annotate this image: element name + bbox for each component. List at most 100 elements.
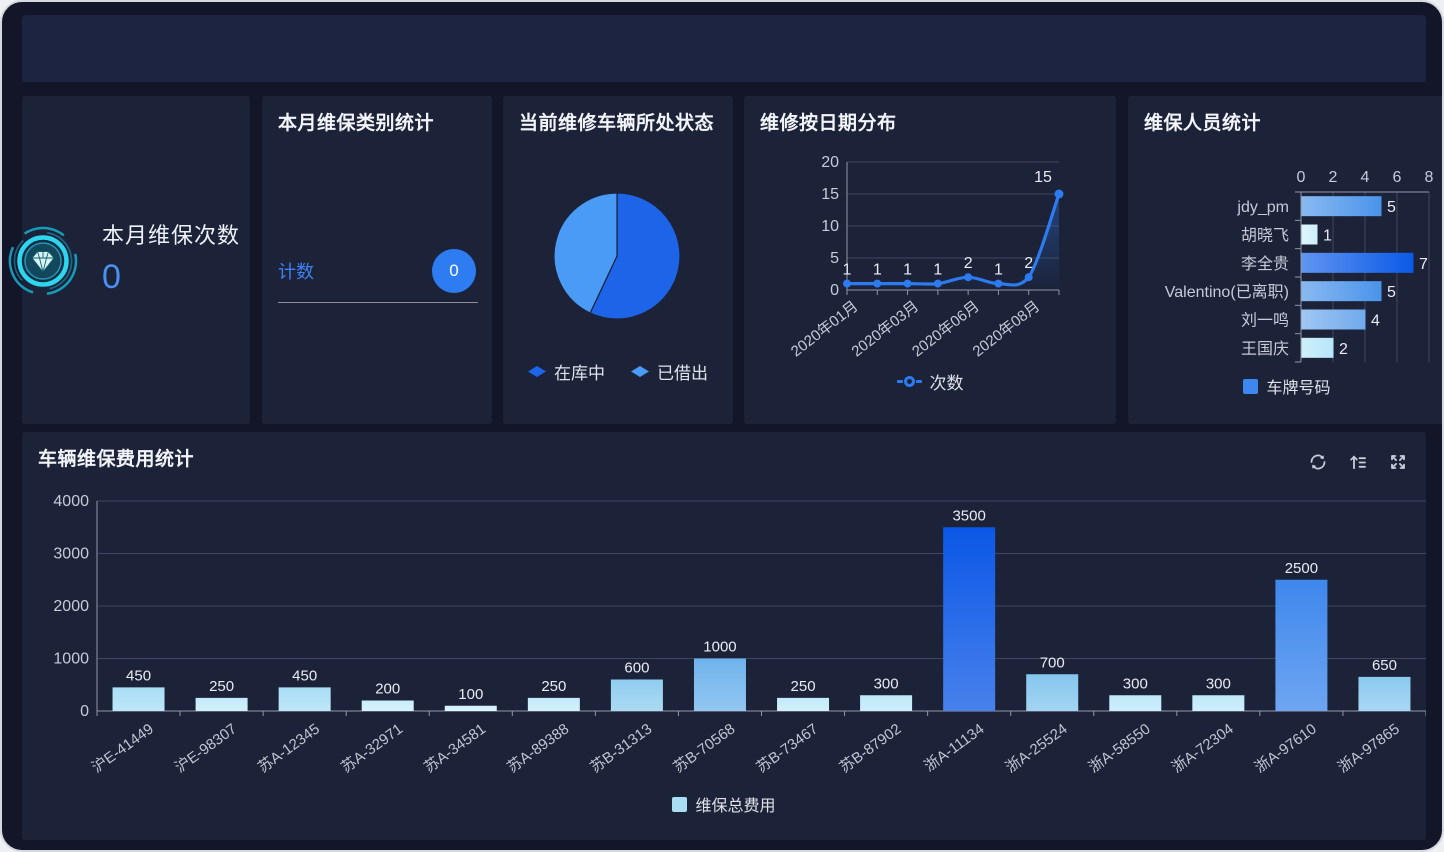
metric-divider xyxy=(278,302,478,303)
panel-monthly-count: 本月维保次数 0 xyxy=(8,96,250,424)
panel-title: 维修按日期分布 xyxy=(760,113,897,134)
svg-text:浙A-58550: 浙A-58550 xyxy=(1086,720,1154,776)
svg-text:苏B-73467: 苏B-73467 xyxy=(753,720,821,776)
bar-苏A-32971[interactable] xyxy=(361,700,414,712)
svg-text:0: 0 xyxy=(830,282,839,299)
svg-text:250: 250 xyxy=(791,678,816,695)
bar-苏A-89388[interactable] xyxy=(527,697,580,711)
panel-staff-stats: 维保人员统计 0 2 4 6 8 jdy_pm 5 胡晓飞 1 李全贵 7 Valentino(已离职… xyxy=(1128,96,1442,424)
svg-text:2: 2 xyxy=(1329,169,1338,186)
svg-text:4000: 4000 xyxy=(53,493,89,510)
svg-text:600: 600 xyxy=(624,660,649,677)
refresh-icon[interactable] xyxy=(1306,450,1330,474)
svg-text:1000: 1000 xyxy=(703,639,736,656)
svg-text:300: 300 xyxy=(1123,675,1148,692)
hbar-刘一鸣[interactable] xyxy=(1301,309,1366,330)
legend-item-count[interactable]: 次数 xyxy=(896,369,964,394)
bar-苏A-12345[interactable] xyxy=(278,687,331,711)
hbar-王国庆[interactable] xyxy=(1301,337,1334,358)
svg-text:1: 1 xyxy=(994,262,1003,279)
bar-浙A-58550[interactable] xyxy=(1109,695,1162,711)
svg-text:苏A-12345: 苏A-12345 xyxy=(255,720,323,776)
expand-icon[interactable] xyxy=(1386,450,1410,474)
legend-item-plate-number[interactable]: 车牌号码 xyxy=(1243,374,1331,398)
pie-slice-0[interactable] xyxy=(589,192,681,320)
bar-浙A-11134[interactable] xyxy=(943,527,996,711)
hbar-legend: 车牌号码 xyxy=(1128,374,1442,398)
line-point-4[interactable] xyxy=(964,273,973,282)
bar-沪E-41449[interactable] xyxy=(112,687,165,711)
svg-text:苏A-89388: 苏A-89388 xyxy=(504,720,572,776)
svg-text:1: 1 xyxy=(873,262,882,279)
svg-text:15: 15 xyxy=(1034,169,1052,186)
svg-text:8: 8 xyxy=(1425,169,1434,186)
bar-浙A-97610[interactable] xyxy=(1275,579,1328,711)
line-point-1[interactable] xyxy=(873,279,882,288)
legend-square-icon xyxy=(672,796,688,812)
svg-text:5: 5 xyxy=(830,250,839,267)
line-point-7[interactable] xyxy=(1054,189,1064,199)
hbar-胡晓飞[interactable] xyxy=(1301,224,1318,245)
svg-text:苏A-34581: 苏A-34581 xyxy=(421,720,489,776)
staff-hbar-chart: 0 2 4 6 8 jdy_pm 5 胡晓飞 1 李全贵 7 Valentino(已离职) 5 刘一鸣 4 王… xyxy=(1165,169,1434,363)
gem-badge-icon xyxy=(6,224,80,298)
svg-text:浙A-11134: 浙A-11134 xyxy=(921,720,987,775)
svg-text:650: 650 xyxy=(1372,657,1397,674)
svg-text:浙A-97865: 浙A-97865 xyxy=(1335,720,1403,776)
svg-text:苏B-70568: 苏B-70568 xyxy=(670,720,738,776)
svg-text:1: 1 xyxy=(843,262,852,279)
svg-text:1: 1 xyxy=(933,262,942,279)
bar-浙A-72304[interactable] xyxy=(1192,695,1245,711)
svg-text:6: 6 xyxy=(1393,169,1402,186)
metric-value-badge: 0 xyxy=(432,249,476,293)
panel-title: 本月维保类别统计 xyxy=(278,113,435,134)
bar-浙A-25524[interactable] xyxy=(1026,674,1079,711)
hbar-jdy_pm[interactable] xyxy=(1301,196,1382,217)
hbar-Valentino(已离职)[interactable] xyxy=(1301,281,1382,302)
svg-text:苏B-87902: 苏B-87902 xyxy=(836,720,904,776)
svg-text:7: 7 xyxy=(1419,256,1428,273)
pie-slice-1[interactable] xyxy=(553,192,618,314)
panel-title: 当前维修车辆所处状态 xyxy=(519,113,715,134)
line-point-6[interactable] xyxy=(1024,273,1033,282)
bar-苏A-34581[interactable] xyxy=(444,705,497,711)
chart-toolbar xyxy=(1306,450,1410,474)
line-area-fill xyxy=(847,194,1059,290)
bar-legend: 维保总费用 xyxy=(22,792,1426,816)
svg-text:100: 100 xyxy=(458,686,483,703)
legend-item-total-cost[interactable]: 维保总费用 xyxy=(672,792,776,816)
svg-text:5: 5 xyxy=(1387,199,1396,216)
svg-text:4: 4 xyxy=(1371,313,1380,330)
legend-label: 车牌号码 xyxy=(1266,380,1331,397)
svg-text:沪E-41449: 沪E-41449 xyxy=(89,720,157,776)
sort-icon[interactable] xyxy=(1346,450,1370,474)
line-point-2[interactable] xyxy=(903,279,912,288)
svg-text:300: 300 xyxy=(1206,675,1231,692)
legend-item-lent-out[interactable]: 已借出 xyxy=(631,359,708,384)
line-point-3[interactable] xyxy=(933,279,942,288)
top-header-bar xyxy=(22,15,1426,82)
legend-item-in-stock[interactable]: 在库中 xyxy=(528,359,605,384)
panel-category-stats: 本月维保类别统计 计数 0 xyxy=(262,96,492,424)
svg-text:浙A-97610: 浙A-97610 xyxy=(1252,720,1320,776)
svg-text:沪E-98307: 沪E-98307 xyxy=(172,720,240,776)
bar-苏B-73467[interactable] xyxy=(777,697,830,711)
svg-text:3000: 3000 xyxy=(53,546,89,563)
line-point-0[interactable] xyxy=(843,279,851,288)
line-point-5[interactable] xyxy=(994,279,1003,288)
svg-text:20: 20 xyxy=(821,154,839,171)
svg-text:jdy_pm: jdy_pm xyxy=(1236,199,1289,216)
svg-text:300: 300 xyxy=(874,675,899,692)
svg-text:250: 250 xyxy=(209,678,234,695)
bar-苏B-31313[interactable] xyxy=(610,679,663,712)
bar-苏B-70568[interactable] xyxy=(693,658,746,712)
bar-浙A-97865[interactable] xyxy=(1358,676,1411,711)
hbar-李全贵[interactable] xyxy=(1301,252,1414,273)
metric-label: 计数 xyxy=(278,262,314,282)
bar-沪E-98307[interactable] xyxy=(195,697,248,711)
bar-苏B-87902[interactable] xyxy=(860,695,913,711)
legend-diamond-icon xyxy=(528,366,546,377)
svg-text:苏A-32971: 苏A-32971 xyxy=(338,720,406,776)
